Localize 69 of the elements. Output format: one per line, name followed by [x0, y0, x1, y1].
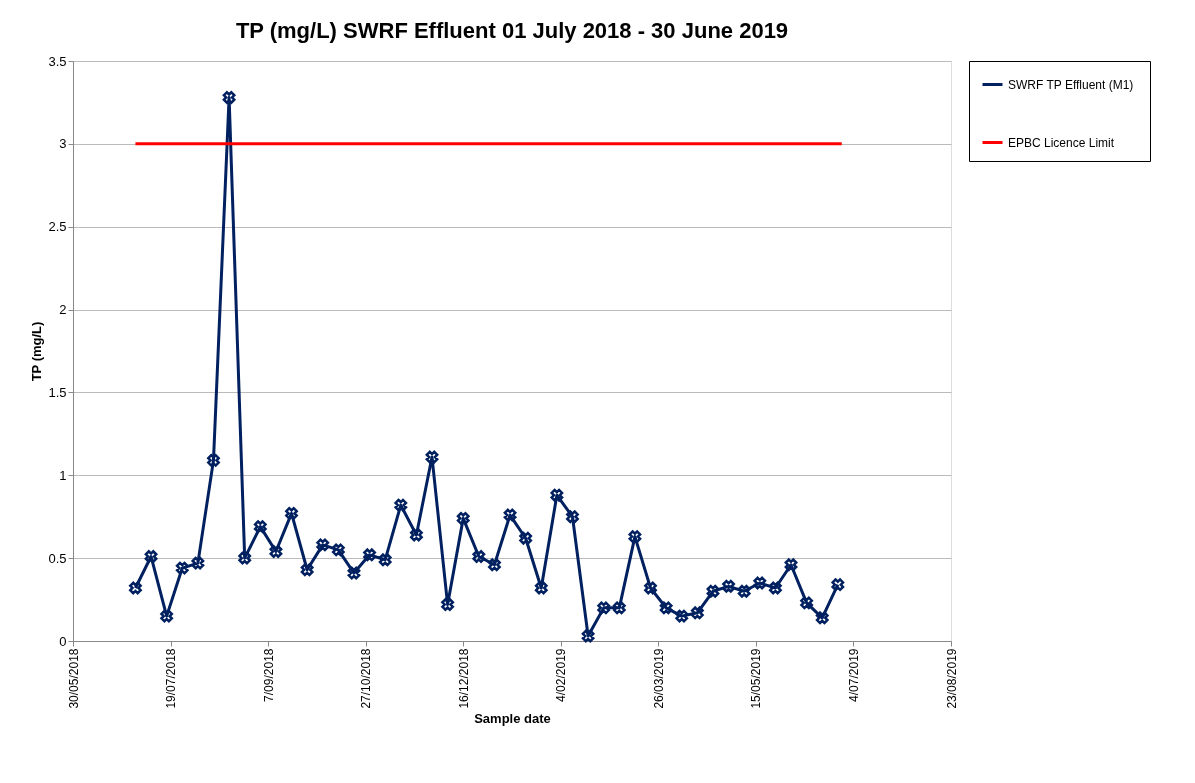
point — [675, 609, 689, 623]
point — [300, 563, 314, 577]
x-tick-label: 4/02/2019 — [554, 648, 569, 702]
point — [144, 550, 158, 563]
y-tick-label: 1.5 — [48, 384, 67, 400]
point — [409, 528, 423, 542]
x-tick-label: 23/08/2019 — [944, 648, 959, 709]
point — [768, 581, 782, 595]
x-tick-label: 15/05/2019 — [749, 648, 764, 709]
point — [753, 576, 767, 590]
point — [831, 578, 845, 592]
x-tick-label: 4/07/2019 — [846, 648, 861, 702]
point — [207, 453, 220, 467]
point — [238, 551, 252, 565]
point — [488, 558, 501, 572]
point — [253, 520, 267, 534]
x-tick-label: 19/07/2018 — [164, 648, 179, 709]
point — [550, 488, 564, 502]
point — [128, 581, 142, 595]
point — [690, 606, 704, 620]
chart-title: TP (mg/L) SWRF Effluent 01 July 2018 - 30 June 2019 — [235, 18, 789, 43]
point — [191, 556, 205, 570]
point — [784, 558, 798, 572]
point — [628, 530, 642, 544]
point — [269, 545, 283, 558]
point — [441, 598, 455, 611]
x-tick-label: 26/03/2019 — [651, 648, 666, 709]
y-tick-label: 0.5 — [48, 550, 67, 566]
point — [316, 538, 330, 552]
point — [800, 596, 814, 610]
y-tick-label: 3.5 — [48, 53, 67, 69]
point — [456, 511, 470, 525]
point — [534, 581, 548, 595]
point — [706, 584, 720, 598]
x-tick-label: 30/05/2018 — [66, 648, 81, 709]
point — [363, 548, 377, 562]
point — [472, 550, 486, 563]
point — [425, 450, 439, 464]
x-tick-label: 7/09/2018 — [261, 648, 276, 702]
point — [644, 581, 657, 595]
point — [659, 601, 673, 615]
point — [394, 498, 408, 512]
point — [815, 611, 829, 625]
legend-label: EPBC Licence Limit — [1008, 135, 1115, 150]
x-tick-label: 27/10/2018 — [359, 648, 374, 709]
point — [285, 506, 298, 520]
y-tick-label: 1 — [59, 467, 67, 483]
point — [347, 566, 361, 580]
point — [503, 508, 517, 522]
x-axis-title: Sample date — [474, 710, 551, 726]
point — [581, 629, 595, 643]
point — [222, 91, 236, 104]
point — [612, 601, 626, 615]
point — [566, 510, 579, 524]
point — [160, 609, 174, 623]
y-axis-title: TP (mg/L) — [29, 321, 45, 382]
point — [737, 584, 751, 598]
point — [597, 601, 611, 615]
y-tick-label: 0 — [59, 633, 67, 649]
point — [175, 561, 189, 575]
x-tick-label: 16/12/2018 — [456, 648, 471, 709]
y-tick-label: 2.5 — [48, 219, 67, 235]
legend-label: SWRF TP Effluent (M1) — [1008, 77, 1134, 92]
y-tick-label: 3 — [59, 136, 67, 152]
point — [722, 579, 736, 593]
point — [331, 543, 345, 557]
point — [519, 531, 533, 545]
y-tick-label: 2 — [59, 302, 67, 318]
point — [378, 553, 392, 567]
